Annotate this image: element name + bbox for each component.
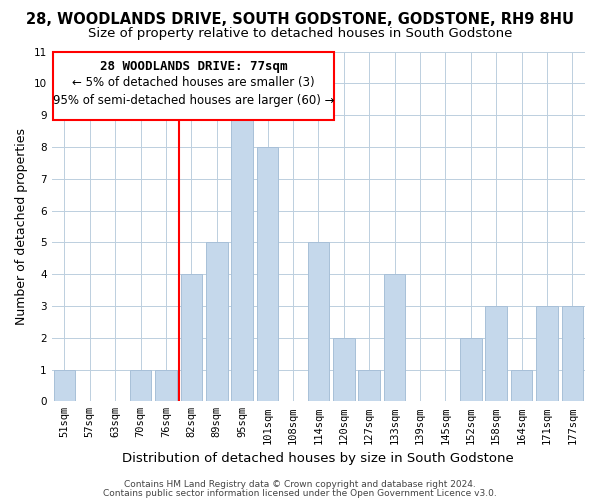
Bar (536, 306, 557, 402)
Y-axis label: Number of detached properties: Number of detached properties (15, 128, 28, 325)
Bar (308, 242, 329, 402)
Text: ← 5% of detached houses are smaller (3): ← 5% of detached houses are smaller (3) (72, 76, 314, 90)
Bar (511, 370, 532, 402)
Bar (358, 370, 380, 402)
Text: Size of property relative to detached houses in South Godstone: Size of property relative to detached ho… (88, 28, 512, 40)
Bar (53, 370, 75, 402)
Bar (562, 306, 583, 402)
FancyBboxPatch shape (53, 52, 334, 120)
Bar (257, 147, 278, 402)
Text: 28 WOODLANDS DRIVE: 77sqm: 28 WOODLANDS DRIVE: 77sqm (100, 60, 287, 74)
Text: Contains public sector information licensed under the Open Government Licence v3: Contains public sector information licen… (103, 488, 497, 498)
Bar (232, 115, 253, 402)
Bar (155, 370, 177, 402)
Text: 28, WOODLANDS DRIVE, SOUTH GODSTONE, GODSTONE, RH9 8HU: 28, WOODLANDS DRIVE, SOUTH GODSTONE, GOD… (26, 12, 574, 28)
Bar (384, 274, 406, 402)
Bar (333, 338, 355, 402)
X-axis label: Distribution of detached houses by size in South Godstone: Distribution of detached houses by size … (122, 452, 514, 465)
Text: 95% of semi-detached houses are larger (60) →: 95% of semi-detached houses are larger (… (53, 94, 334, 108)
Text: Contains HM Land Registry data © Crown copyright and database right 2024.: Contains HM Land Registry data © Crown c… (124, 480, 476, 489)
Bar (181, 274, 202, 402)
Bar (460, 338, 482, 402)
Bar (485, 306, 507, 402)
Bar (206, 242, 227, 402)
Bar (130, 370, 151, 402)
